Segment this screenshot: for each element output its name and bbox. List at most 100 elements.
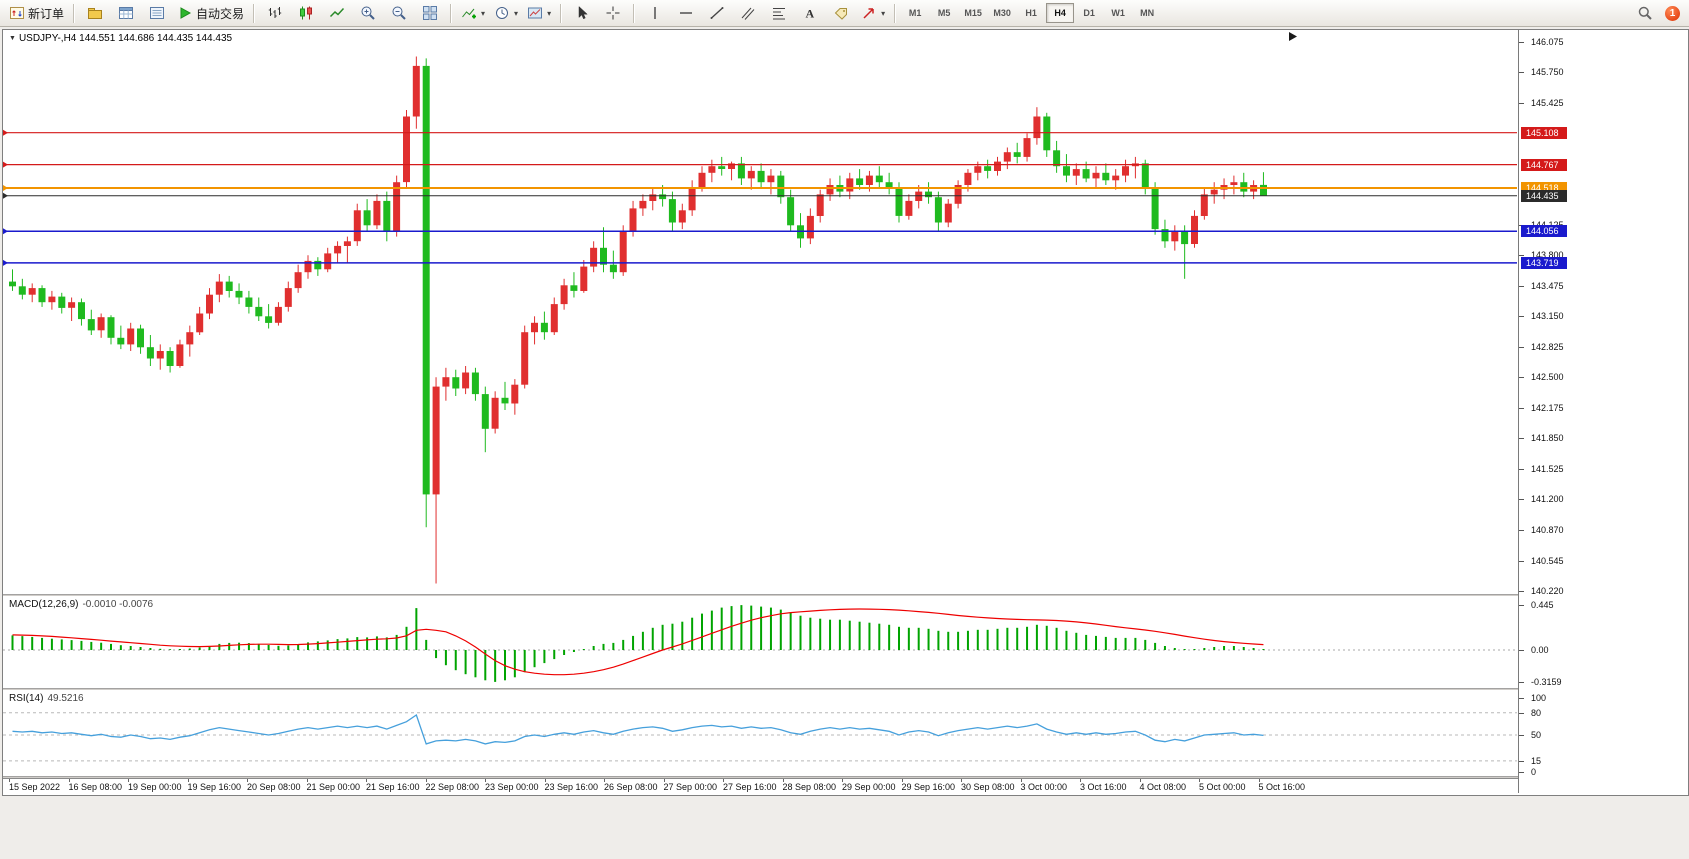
time-axis-label: 20 Sep 08:00 [247, 782, 301, 792]
macd-axis-label: 0.445 [1531, 600, 1554, 610]
channel-button[interactable] [733, 1, 763, 25]
time-tick [128, 779, 129, 782]
profiles-button[interactable] [80, 1, 110, 25]
time-axis-label: 29 Sep 00:00 [842, 782, 896, 792]
label-button[interactable] [826, 1, 856, 25]
candle-body [895, 187, 903, 216]
candle-body [1230, 182, 1238, 185]
time-axis[interactable]: 15 Sep 2022 16 Sep 08:00 19 Sep 00:00 19 Se… [3, 778, 1518, 794]
macd-label: MACD(12,26,9) -0.0010 -0.0076 [9, 599, 153, 610]
price-tick-label: 143.475 [1531, 281, 1564, 291]
time-tick [247, 779, 248, 782]
timeframe-m30[interactable]: M30 [993, 8, 1011, 18]
vline-icon [647, 5, 663, 21]
candle-body [412, 65, 420, 117]
timeframe-d1[interactable]: D1 [1083, 8, 1095, 18]
candle-body [1161, 229, 1169, 242]
auto-trading-button[interactable]: 自动交易 [173, 1, 248, 25]
rsi-panel[interactable] [3, 690, 1518, 776]
price-line-badge: 143.719 [1521, 257, 1567, 269]
timeframe-h1[interactable]: H1 [1025, 8, 1037, 18]
candle-body [176, 344, 184, 366]
toolbar-separator [450, 3, 453, 23]
time-axis-label: 4 Oct 08:00 [1139, 782, 1187, 792]
time-tick [1199, 779, 1200, 782]
toolbar-separator [73, 3, 76, 23]
line-chart-button[interactable] [322, 1, 352, 25]
notification-badge[interactable]: 1 [1665, 5, 1680, 21]
tile-windows-button[interactable] [415, 1, 445, 25]
timeframe-m15[interactable]: M15 [964, 8, 982, 18]
zoom-out-button[interactable] [384, 1, 414, 25]
bar-chart-button[interactable] [260, 1, 290, 25]
label-icon [833, 5, 849, 21]
templates-button[interactable]: ▾ [523, 1, 555, 25]
timeframe-m5[interactable]: M5 [937, 8, 951, 18]
timeframe-m1[interactable]: M1 [908, 8, 922, 18]
data-window-button[interactable] [142, 1, 172, 25]
periods-button[interactable]: ▾ [490, 1, 522, 25]
timeframe-h4[interactable]: H4 [1046, 3, 1075, 23]
auto-trading-button-label: 自动交易 [196, 6, 245, 21]
macd-signal-line [12, 608, 1264, 676]
rsi-axis-label: 100 [1531, 693, 1547, 703]
panel-splitter[interactable] [3, 688, 1686, 690]
candle-body [501, 397, 509, 404]
candle-body [1210, 189, 1218, 195]
candle-body [826, 185, 834, 195]
rsi-tick-dash [1519, 735, 1524, 736]
candlestick-chart-button[interactable] [291, 1, 321, 25]
candle-body [343, 241, 351, 246]
time-tick [1258, 779, 1260, 782]
dropdown-caret-icon: ▾ [514, 8, 519, 18]
chart-shift-marker-icon[interactable] [1289, 32, 1297, 41]
arrows-icon [861, 5, 877, 21]
candle-body [1082, 169, 1090, 179]
macd-panel[interactable] [3, 596, 1518, 688]
new-order-button[interactable]: 新订单 [5, 1, 68, 25]
rsi-tick-dash [1519, 713, 1524, 714]
horizontal-line-button[interactable] [671, 1, 701, 25]
price-tick-label: 145.750 [1531, 67, 1564, 77]
candle-body [28, 288, 36, 295]
toolbar-separator [560, 3, 563, 23]
timeframe-mn[interactable]: MN [1140, 8, 1155, 18]
panel-splitter[interactable] [3, 594, 1686, 596]
rsi-axis-label: 50 [1531, 730, 1542, 740]
text-button[interactable]: A [795, 1, 825, 25]
macd-tick-dash [1519, 682, 1524, 683]
chart-title-text: USDJPY-,H4 144.551 144.686 144.435 144.4… [18, 33, 233, 44]
time-axis-label: 19 Sep 00:00 [128, 782, 182, 792]
candle-body [196, 313, 204, 333]
candle-body [856, 178, 864, 185]
price-axis[interactable]: 146.075145.750145.425144.125143.800143.4… [1518, 30, 1687, 793]
price-tick-dash [1519, 347, 1524, 348]
candle-body [708, 166, 716, 173]
collapse-arrow-icon[interactable]: ▼ [9, 35, 16, 42]
candle-body [18, 286, 26, 295]
time-tick [544, 779, 546, 782]
crosshair-button[interactable] [598, 1, 628, 25]
cursor-button[interactable] [567, 1, 597, 25]
candle-body [944, 203, 952, 223]
trendline-button[interactable] [702, 1, 732, 25]
indicators-button[interactable]: ▾ [457, 1, 489, 25]
arrows-button[interactable]: ▾ [857, 1, 889, 25]
time-tick [485, 779, 486, 782]
fibonacci-button[interactable] [764, 1, 794, 25]
price-tick-dash [1519, 103, 1524, 104]
candle-body [215, 281, 223, 295]
candle-body [550, 304, 558, 333]
vertical-line-button[interactable] [640, 1, 670, 25]
timeframe-w1[interactable]: W1 [1111, 8, 1125, 18]
candle-body [117, 337, 125, 345]
search-button[interactable] [1630, 1, 1660, 25]
candlestick-chart[interactable] [3, 30, 1518, 594]
macd-tick-dash [1519, 605, 1524, 606]
time-axis-label: 27 Sep 16:00 [723, 782, 777, 792]
time-axis-label: 16 Sep 08:00 [68, 782, 123, 792]
zoom-in-button[interactable] [353, 1, 383, 25]
data-window-icon [149, 5, 165, 21]
market-watch-button[interactable] [111, 1, 141, 25]
candle-body [521, 332, 529, 385]
